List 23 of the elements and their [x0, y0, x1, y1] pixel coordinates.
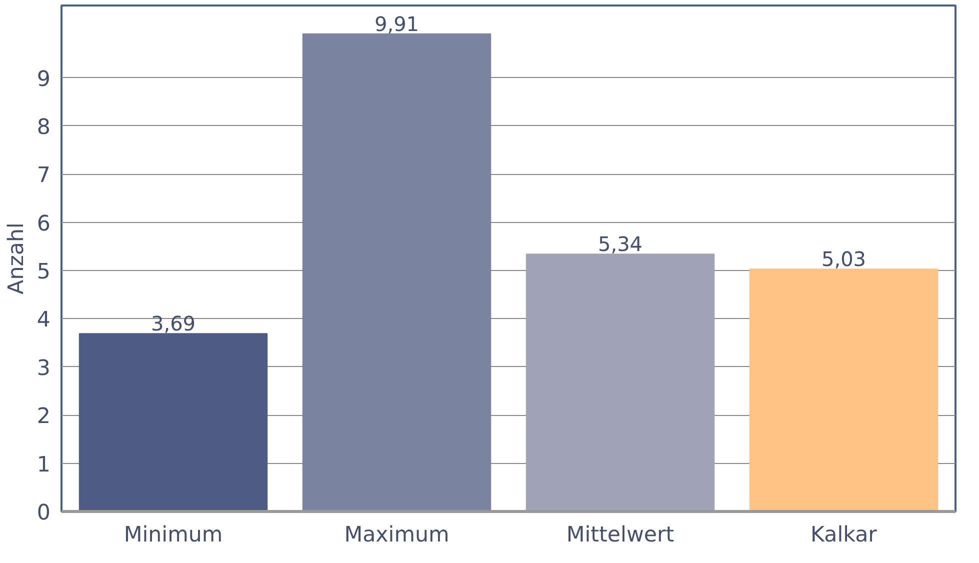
data-label: 5,34	[598, 232, 643, 256]
x-tick-label: Minimum	[124, 522, 223, 548]
y-tick-label: 5	[36, 260, 51, 285]
y-tick-label: 9	[36, 66, 51, 92]
y-axis-title: Anzahl	[4, 222, 29, 294]
y-tick-label: 8	[36, 114, 51, 140]
data-label: 3,69	[150, 312, 196, 336]
bar	[749, 268, 938, 512]
bar	[302, 33, 492, 512]
y-tick-label: 6	[36, 211, 51, 236]
x-tick-label: Kalkar	[810, 522, 878, 548]
y-tick-label: 0	[36, 500, 51, 526]
x-tick-label: Mittelwert	[566, 522, 674, 548]
bar	[78, 333, 268, 512]
y-tick-label: 4	[36, 308, 51, 333]
y-tick-label: 1	[36, 452, 51, 478]
x-tick-label: Maximum	[344, 522, 450, 548]
y-tick-label: 2	[36, 404, 51, 430]
y-tick-label: 7	[36, 163, 51, 188]
data-label: 9,91	[374, 12, 420, 36]
data-label: 5,03	[821, 247, 866, 272]
y-tick-label: 3	[36, 356, 51, 381]
bar	[526, 254, 715, 512]
